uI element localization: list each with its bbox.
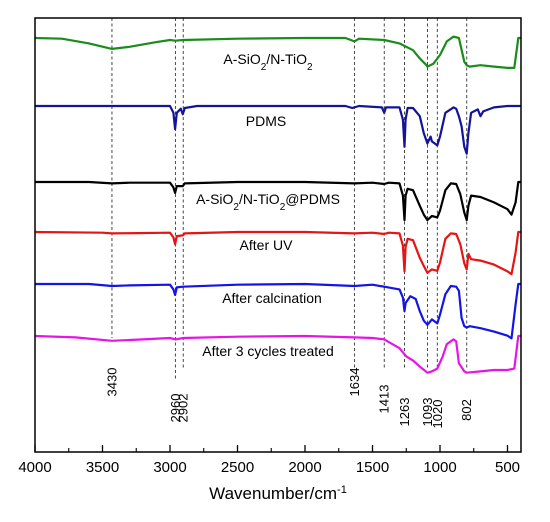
series-label-part: A-SiO (196, 191, 233, 207)
series-layer (34, 35, 521, 374)
annotation-label: 1093 (420, 398, 435, 427)
x-tick-label: 2000 (288, 459, 321, 476)
series-label-part: After 3 cycles treated (202, 343, 334, 359)
series-label-part: /N-TiO (266, 51, 307, 67)
x-tick-label: 3000 (153, 459, 186, 476)
x-tick-label: 500 (495, 459, 520, 476)
annotation-label: 3430 (104, 368, 119, 397)
series-label: A-SiO2/N-TiO2 (223, 51, 313, 73)
series-label-part: After UV (240, 237, 294, 253)
series-label-part: 2 (307, 62, 313, 73)
x-axis-title-sup: -1 (337, 484, 347, 496)
series-labels-layer: A-SiO2/N-TiO2PDMSA-SiO2/N-TiO2@PDMSAfter… (196, 51, 340, 359)
x-tick-label: 4000 (18, 459, 51, 476)
annotation-label: 1634 (347, 368, 362, 397)
annotation-label: 1263 (397, 398, 412, 427)
annotation-label: 802 (459, 399, 474, 421)
plot-frame (34, 17, 522, 453)
series-line (35, 104, 521, 155)
series-label-part: A-SiO (223, 51, 260, 67)
series-label-part: @PDMS (285, 191, 340, 207)
series-label-part: PDMS (246, 113, 286, 129)
annotation-label: 2960 (168, 394, 183, 423)
series-label-part: /N-TiO (239, 191, 280, 207)
annotation-label: 1413 (377, 385, 392, 414)
series-label: After calcination (222, 290, 322, 306)
x-tick-label: 2500 (221, 459, 254, 476)
series-line (35, 180, 521, 222)
series-label: PDMS (246, 113, 286, 129)
series-line (34, 334, 521, 374)
series-line (34, 35, 521, 69)
x-axis-ticks: 4000 3500 3000 2500 2000 1500 1000 500 (18, 445, 520, 476)
annotation-label: 1020 (430, 400, 445, 429)
series-label: A-SiO2/N-TiO2@PDMS (196, 191, 340, 213)
series-label-part: After calcination (222, 290, 322, 306)
x-axis-title: Wavenumber/cm-1 (209, 484, 347, 503)
annotation-label: 2902 (176, 394, 191, 423)
x-tick-label: 3500 (86, 459, 119, 476)
series-label: After 3 cycles treated (202, 343, 334, 359)
series-line (34, 230, 521, 276)
x-tick-label: 1000 (423, 459, 456, 476)
series-label: After UV (240, 237, 294, 253)
series-line (35, 282, 521, 340)
series-label-part: 2 (233, 202, 239, 213)
x-axis-title-main: Wavenumber/cm (209, 484, 337, 503)
series-label-part: 2 (280, 202, 286, 213)
series-label-part: 2 (261, 62, 267, 73)
x-tick-label: 1500 (356, 459, 389, 476)
